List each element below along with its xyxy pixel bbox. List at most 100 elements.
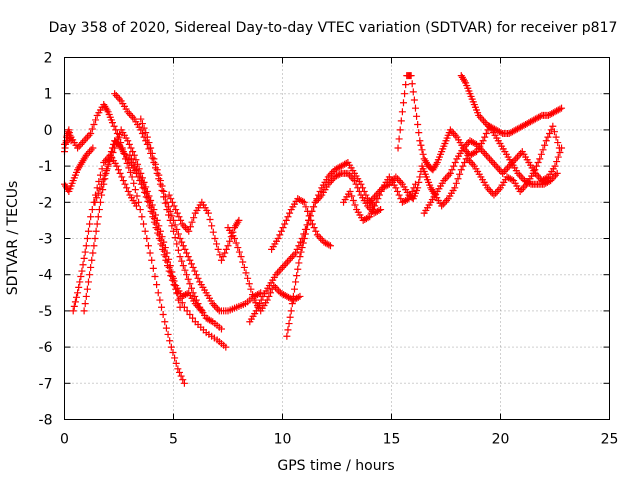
data-point	[231, 235, 239, 242]
data-point	[401, 90, 409, 98]
data-point	[408, 80, 416, 88]
data-point	[235, 216, 243, 224]
data-point	[452, 179, 460, 187]
data-point	[550, 128, 558, 136]
data-point	[148, 256, 156, 264]
data-point	[304, 207, 312, 215]
data-point	[80, 307, 88, 315]
data-point	[166, 207, 174, 215]
series-track-q	[457, 72, 561, 188]
data-point	[174, 365, 182, 373]
data-point	[349, 196, 357, 204]
data-point	[95, 206, 103, 214]
data-point	[392, 184, 400, 192]
data-point	[173, 209, 181, 217]
data-point	[221, 249, 229, 257]
series-track-j	[165, 191, 243, 264]
data-point	[87, 213, 95, 221]
data-point	[558, 104, 566, 112]
data-point	[84, 227, 92, 235]
data-point	[553, 158, 561, 166]
data-point	[162, 253, 170, 261]
data-point	[304, 221, 312, 229]
data-point	[265, 292, 273, 300]
data-point	[179, 376, 187, 384]
data-point	[81, 300, 89, 308]
data-point	[161, 193, 169, 201]
data-point	[207, 317, 215, 325]
data-point	[88, 206, 96, 214]
data-point	[168, 273, 176, 281]
data-point	[289, 292, 297, 300]
data-point	[127, 144, 135, 152]
y-tick-label: -3	[39, 232, 53, 248]
data-point	[108, 119, 116, 127]
data-point	[71, 298, 79, 306]
data-points	[61, 72, 566, 387]
data-point	[101, 171, 109, 179]
data-point	[237, 253, 245, 261]
data-point	[211, 235, 219, 242]
data-point	[93, 220, 101, 228]
data-point	[448, 166, 456, 174]
data-point	[198, 307, 206, 315]
data-point	[302, 203, 310, 211]
data-point	[393, 187, 401, 195]
data-point	[179, 242, 187, 250]
data-point	[267, 289, 275, 297]
y-tick-label: -6	[39, 340, 53, 356]
data-point	[138, 213, 146, 221]
data-point	[89, 249, 97, 257]
data-point	[313, 195, 321, 203]
data-point	[479, 137, 487, 145]
data-point	[146, 198, 154, 206]
data-point	[156, 296, 164, 304]
data-point	[307, 216, 315, 224]
data-point	[143, 235, 151, 242]
data-point	[541, 141, 549, 149]
data-point	[92, 116, 100, 124]
data-point	[94, 189, 102, 197]
data-point	[301, 230, 309, 238]
y-tick-label: 1	[44, 87, 53, 103]
data-point	[310, 224, 318, 232]
data-point	[408, 187, 416, 195]
data-point	[285, 320, 293, 328]
data-point	[178, 238, 186, 246]
data-point	[311, 198, 319, 206]
data-point	[178, 299, 186, 307]
data-point	[294, 293, 302, 301]
data-point	[294, 265, 302, 273]
data-point	[395, 191, 403, 199]
data-point	[67, 137, 75, 145]
data-point	[245, 280, 253, 288]
data-point	[189, 263, 197, 271]
data-point	[167, 195, 175, 203]
data-point	[177, 372, 185, 380]
data-point	[300, 198, 308, 206]
data-point	[366, 213, 374, 221]
data-point	[126, 151, 134, 159]
data-point	[257, 296, 265, 304]
data-point	[418, 146, 426, 154]
data-point	[508, 176, 516, 184]
data-point	[362, 191, 370, 199]
data-point	[131, 162, 139, 170]
data-point	[409, 88, 417, 96]
x-tick-label: 0	[60, 432, 69, 448]
data-point	[204, 209, 212, 217]
chart-title: Day 358 of 2020, Sidereal Day-to-day VTE…	[49, 20, 618, 36]
data-point	[162, 324, 170, 332]
data-point	[125, 140, 133, 148]
data-point	[134, 169, 142, 177]
data-point	[451, 184, 459, 192]
data-point	[457, 166, 465, 174]
data-point	[189, 314, 197, 322]
data-point	[113, 162, 121, 170]
data-point	[89, 144, 97, 152]
y-tick-label: 2	[44, 51, 53, 67]
data-point	[403, 196, 411, 204]
data-point	[417, 141, 425, 149]
data-point	[351, 201, 359, 209]
